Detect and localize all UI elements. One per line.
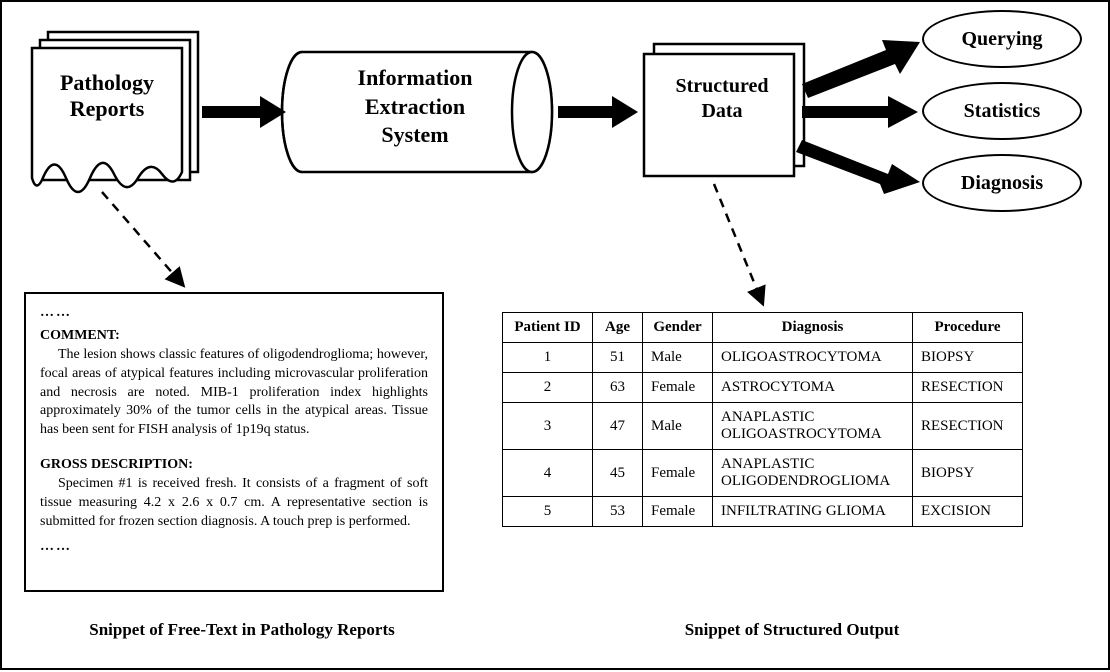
cell: 5 <box>503 497 593 527</box>
cell: BIOPSY <box>913 343 1023 373</box>
table-row: 5 53 Female INFILTRATING GLIOMA EXCISION <box>503 497 1023 527</box>
cell: 3 <box>503 403 593 450</box>
dots-bottom: …… <box>40 538 428 557</box>
comment-heading: COMMENT: <box>40 327 428 346</box>
cell: ANAPLASTIC OLIGOASTROCYTOMA <box>713 403 913 450</box>
cell: EXCISION <box>913 497 1023 527</box>
cell: 51 <box>593 343 643 373</box>
output-querying: Querying <box>922 10 1082 68</box>
reports-l2: Reports <box>70 96 145 121</box>
cell: RESECTION <box>913 403 1023 450</box>
cell: ANAPLASTIC OLIGODENDROGLIOMA <box>713 450 913 497</box>
ie-label: Information Extraction System <box>310 64 520 150</box>
ie-l2: Extraction <box>365 94 465 119</box>
cell: 1 <box>503 343 593 373</box>
ie-l1: Information <box>358 65 473 90</box>
structured-output-table: Patient ID Age Gender Diagnosis Procedur… <box>502 312 1023 527</box>
reports-l1: Pathology <box>60 70 154 95</box>
sd-label: Structured Data <box>657 72 787 126</box>
sd-l2: Data <box>701 100 742 122</box>
dashed-arrows <box>102 184 762 302</box>
cell: 47 <box>593 403 643 450</box>
table-row: 3 47 Male ANAPLASTIC OLIGOASTROCYTOMA RE… <box>503 403 1023 450</box>
cell: 2 <box>503 373 593 403</box>
cell: RESECTION <box>913 373 1023 403</box>
col-age: Age <box>593 313 643 343</box>
col-diagnosis: Diagnosis <box>713 313 913 343</box>
cell: 4 <box>503 450 593 497</box>
output-diagnosis-label: Diagnosis <box>961 172 1043 195</box>
caption-right: Snippet of Structured Output <box>612 620 972 640</box>
cell: Female <box>643 373 713 403</box>
output-querying-label: Querying <box>961 28 1042 51</box>
reports-label: Pathology Reports <box>37 70 177 123</box>
output-statistics: Statistics <box>922 82 1082 140</box>
cell: BIOPSY <box>913 450 1023 497</box>
cell: Female <box>643 497 713 527</box>
table-body: 1 51 Male OLIGOASTROCYTOMA BIOPSY 2 63 F… <box>503 343 1023 527</box>
dots-top: …… <box>40 304 428 323</box>
col-patient-id: Patient ID <box>503 313 593 343</box>
gross-body: Specimen #1 is received fresh. It consis… <box>40 475 428 532</box>
table-row: 4 45 Female ANAPLASTIC OLIGODENDROGLIOMA… <box>503 450 1023 497</box>
caption-left: Snippet of Free-Text in Pathology Report… <box>62 620 422 640</box>
cell: 45 <box>593 450 643 497</box>
cell: Male <box>643 403 713 450</box>
cell: ASTROCYTOMA <box>713 373 913 403</box>
cell: OLIGOASTROCYTOMA <box>713 343 913 373</box>
table-row: 2 63 Female ASTROCYTOMA RESECTION <box>503 373 1023 403</box>
cell: 53 <box>593 497 643 527</box>
gross-heading: GROSS DESCRIPTION: <box>40 456 428 475</box>
output-statistics-label: Statistics <box>964 100 1041 123</box>
cell: 63 <box>593 373 643 403</box>
comment-body: The lesion shows classic features of oli… <box>40 346 428 440</box>
col-procedure: Procedure <box>913 313 1023 343</box>
col-gender: Gender <box>643 313 713 343</box>
cell: Male <box>643 343 713 373</box>
table-header-row: Patient ID Age Gender Diagnosis Procedur… <box>503 313 1023 343</box>
sd-l1: Structured <box>676 75 769 97</box>
table-row: 1 51 Male OLIGOASTROCYTOMA BIOPSY <box>503 343 1023 373</box>
freetext-snippet: …… COMMENT: The lesion shows classic fea… <box>24 292 444 592</box>
cell: INFILTRATING GLIOMA <box>713 497 913 527</box>
cell: Female <box>643 450 713 497</box>
output-diagnosis: Diagnosis <box>922 154 1082 212</box>
ie-l3: System <box>381 122 448 147</box>
